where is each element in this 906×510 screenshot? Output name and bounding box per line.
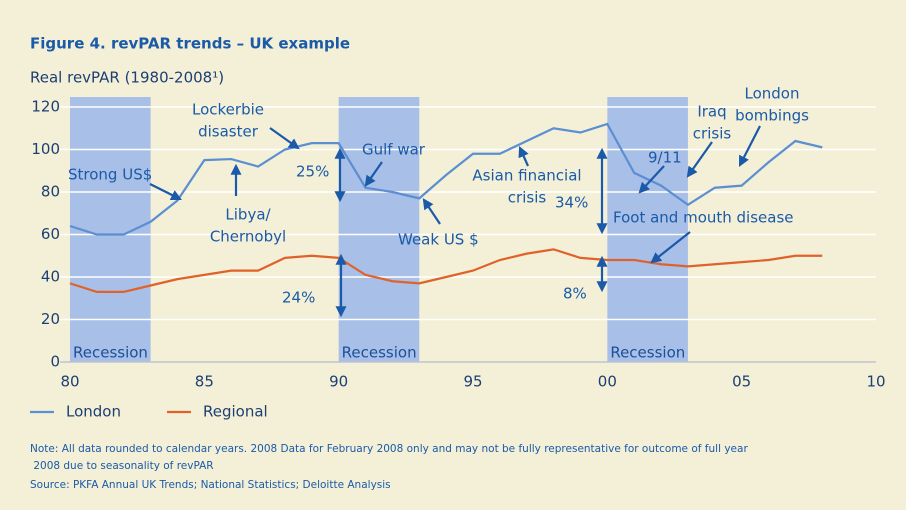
annotation-arrow bbox=[269, 127, 300, 150]
x-tick-label: 00 bbox=[598, 373, 617, 391]
x-tick-label: 95 bbox=[463, 373, 482, 391]
annotation-arrow bbox=[638, 165, 665, 194]
recession-band bbox=[607, 97, 688, 362]
annotation: Chernobyl bbox=[210, 228, 286, 246]
annotation: Foot and mouth disease bbox=[613, 209, 794, 227]
recession-label: Recession bbox=[342, 344, 417, 362]
annotation: 8% bbox=[563, 285, 587, 303]
annotation: Lockerbie bbox=[192, 101, 264, 119]
source: Source: PKFA Annual UK Trends; National … bbox=[30, 479, 391, 491]
annotation: Libya/ bbox=[225, 206, 271, 224]
recession-label: Recession bbox=[73, 344, 148, 362]
x-tick-label: 10 bbox=[866, 373, 885, 391]
plot-area: Recession Recession Recession 0 20 40 60 80 100 1… bbox=[31, 85, 885, 391]
annotation-arrow bbox=[149, 183, 182, 200]
series-line bbox=[69, 248, 823, 293]
y-tick-label: 100 bbox=[31, 140, 60, 158]
annotation-arrow bbox=[422, 198, 441, 225]
annotation: London bbox=[745, 85, 800, 103]
annotation: Gulf war bbox=[362, 141, 426, 159]
x-tick-label: 05 bbox=[732, 373, 751, 391]
legend-label: Regional bbox=[203, 403, 268, 421]
annotation: 25% bbox=[296, 163, 329, 181]
annotation: Strong US$ bbox=[68, 166, 152, 184]
annotation: disaster bbox=[198, 123, 259, 141]
y-tick-label: 20 bbox=[41, 310, 60, 328]
annotation: 34% bbox=[555, 194, 588, 212]
annotation-arrow bbox=[650, 231, 691, 264]
annotation: 24% bbox=[282, 289, 315, 307]
y-tick-label: 40 bbox=[41, 268, 60, 286]
y-tick-label: 80 bbox=[41, 183, 60, 201]
series-line bbox=[69, 122, 823, 236]
y-axis-label: Real revPAR (1980-2008¹) bbox=[30, 69, 224, 87]
x-tick-label: 80 bbox=[60, 373, 79, 391]
y-tick-label: 120 bbox=[31, 98, 60, 116]
legend-label: London bbox=[66, 403, 121, 421]
annotation: Weak US $ bbox=[398, 231, 479, 249]
y-tick-label: 60 bbox=[41, 225, 60, 243]
recession-band bbox=[338, 97, 420, 362]
annotation-arrow bbox=[364, 161, 383, 187]
annotation: 9/11 bbox=[648, 149, 682, 167]
x-tick-label: 90 bbox=[329, 373, 348, 391]
annotation-arrow bbox=[738, 125, 761, 167]
annotation: bombings bbox=[735, 107, 809, 125]
x-tick-label: 85 bbox=[195, 373, 214, 391]
annotation: Asian financial bbox=[472, 167, 581, 185]
y-tick-label: 0 bbox=[50, 353, 60, 371]
annotation-arrow bbox=[518, 145, 530, 167]
recession-label: Recession bbox=[610, 344, 685, 362]
annotation: crisis bbox=[508, 189, 547, 207]
note: Note: All data rounded to calendar years… bbox=[30, 443, 748, 472]
annotation-arrow bbox=[686, 141, 713, 178]
chart-title: Figure 4. revPAR trends – UK example bbox=[30, 35, 350, 53]
annotation: Iraq bbox=[697, 103, 726, 121]
annotation: crisis bbox=[693, 125, 732, 143]
